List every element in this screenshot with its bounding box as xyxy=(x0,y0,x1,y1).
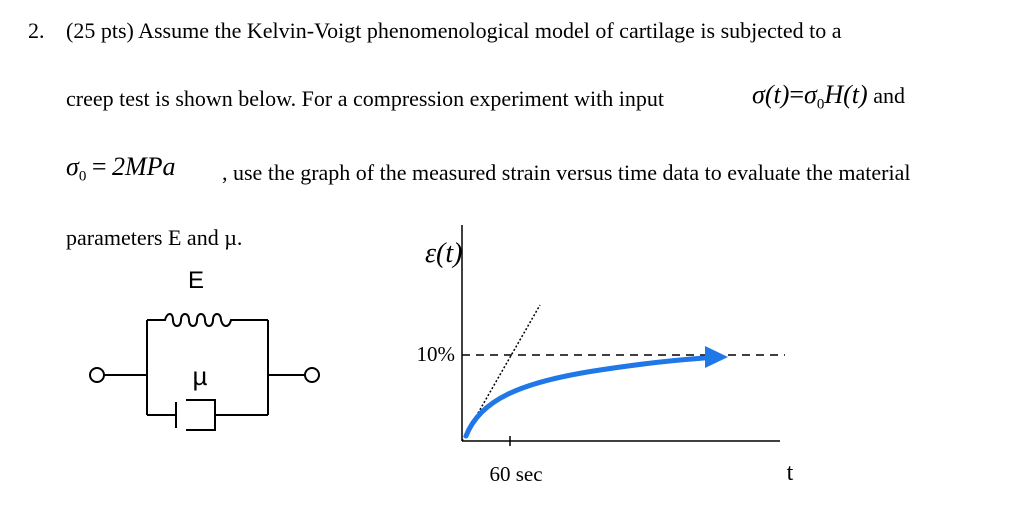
eq-part: = xyxy=(91,152,107,181)
eq-part: σ xyxy=(66,152,79,181)
text-line: (25 pts) Assume the Kelvin-Voigt phenome… xyxy=(66,18,842,43)
time-label: 60 sec xyxy=(489,462,542,486)
equation: σ(t)=σ0H(t) and xyxy=(752,80,905,113)
problem-number: 2. xyxy=(28,18,45,43)
eq-part: and xyxy=(873,83,905,108)
eq-part: 2MPa xyxy=(112,152,176,181)
equation: σ0 = 2MPa xyxy=(66,152,176,185)
eq-part: 0 xyxy=(816,96,825,113)
eq-part: H(t) xyxy=(824,80,868,109)
x-axis-label: t xyxy=(787,460,794,486)
text-line: creep test is shown below. For a compres… xyxy=(66,86,664,111)
y-axis-label: ε(t) xyxy=(425,238,462,269)
eq-part: σ xyxy=(804,80,817,109)
text-line: , use the graph of the measured strain v… xyxy=(222,160,911,185)
creep-graph xyxy=(461,225,785,446)
eq-part: = xyxy=(789,80,805,109)
text-line: parameters E and µ. xyxy=(66,225,243,250)
eq-part: 0 xyxy=(78,168,87,185)
dashpot-label: µ xyxy=(193,361,208,391)
level-label: 10% xyxy=(417,342,456,366)
spring-label: E xyxy=(188,267,204,294)
kelvin-voigt-model xyxy=(89,313,320,431)
eq-part: σ(t) xyxy=(752,80,790,109)
